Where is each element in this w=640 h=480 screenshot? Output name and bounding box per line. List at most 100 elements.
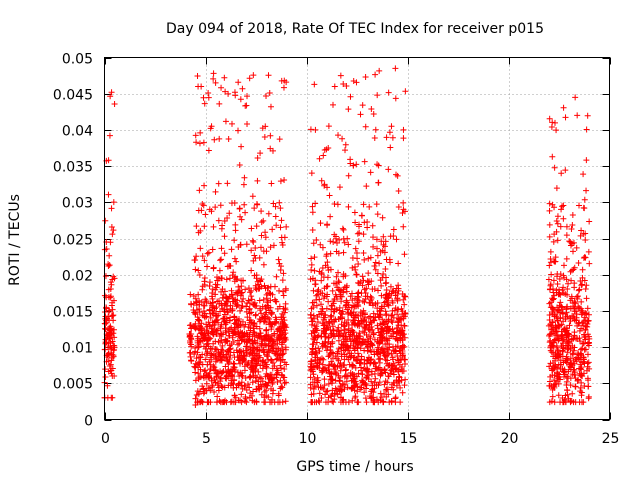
data-point [551, 399, 558, 406]
data-point [219, 286, 226, 293]
data-point [325, 298, 332, 305]
data-point [248, 364, 255, 371]
data-point [212, 204, 219, 211]
data-point [254, 278, 261, 285]
data-point [195, 291, 202, 298]
data-point [206, 385, 213, 392]
data-point [351, 263, 358, 270]
data-point [222, 118, 229, 125]
data-point [233, 384, 240, 391]
data-point [253, 223, 260, 230]
data-point [260, 296, 267, 303]
data-point [251, 345, 258, 352]
data-point [216, 100, 223, 107]
data-point [110, 317, 117, 324]
data-point [277, 205, 284, 212]
data-point [259, 346, 266, 353]
data-point [308, 266, 315, 273]
data-point [392, 305, 399, 312]
data-point [262, 234, 269, 241]
data-point [585, 393, 592, 400]
data-point [308, 261, 315, 268]
data-point [109, 276, 116, 283]
data-point [213, 284, 220, 291]
data-point [359, 212, 366, 219]
data-point [212, 291, 219, 298]
data-point [388, 123, 395, 130]
data-point [550, 238, 557, 245]
data-point [261, 359, 268, 366]
data-point [224, 348, 231, 355]
data-point [272, 314, 279, 321]
data-point [102, 326, 109, 333]
data-point [313, 302, 320, 309]
data-point [224, 309, 231, 316]
data-point [387, 283, 394, 290]
data-point [392, 95, 399, 102]
data-point [272, 203, 279, 210]
data-point [280, 84, 287, 91]
data-point [343, 366, 350, 373]
data-point [220, 315, 227, 322]
data-point [356, 229, 363, 236]
data-point [263, 333, 270, 340]
data-point [102, 373, 109, 380]
data-point [353, 250, 360, 257]
data-point [230, 349, 237, 356]
data-point [274, 378, 281, 385]
data-point [201, 302, 208, 309]
data-point [195, 83, 202, 90]
data-point [395, 203, 402, 210]
data-point [385, 373, 392, 380]
data-point [214, 281, 221, 288]
data-point [195, 317, 202, 324]
data-point [223, 329, 230, 336]
data-point [227, 305, 234, 312]
data-point [236, 162, 243, 169]
data-point [264, 285, 271, 292]
data-point [192, 369, 199, 376]
data-point [209, 295, 216, 302]
data-point [236, 205, 243, 212]
data-point [258, 219, 265, 226]
data-point [573, 244, 580, 251]
data-point [250, 72, 257, 79]
data-point [255, 385, 262, 392]
data-point [104, 354, 111, 361]
data-point [402, 376, 409, 383]
data-point [274, 355, 281, 362]
data-point [308, 399, 315, 406]
data-point [281, 338, 288, 345]
data-point [399, 308, 406, 315]
data-point [327, 213, 334, 220]
data-point [340, 249, 347, 256]
data-point [206, 206, 213, 213]
data-point [277, 385, 284, 392]
data-point [272, 348, 279, 355]
data-point [244, 314, 251, 321]
data-point [273, 318, 280, 325]
data-point [546, 286, 553, 293]
data-point [574, 112, 581, 119]
data-point [216, 135, 223, 142]
data-point [191, 363, 198, 370]
data-point [278, 341, 285, 348]
data-point [579, 266, 586, 273]
data-point [374, 161, 381, 168]
data-point [270, 359, 276, 366]
data-point [281, 359, 288, 366]
data-point [252, 372, 259, 379]
data-point [248, 267, 255, 274]
data-point [196, 309, 203, 316]
data-point [237, 241, 244, 248]
data-point [562, 167, 569, 174]
data-point [349, 397, 356, 404]
data-point [215, 319, 222, 326]
data-point [240, 295, 247, 302]
data-point [247, 324, 254, 331]
data-point [253, 323, 260, 330]
data-point [327, 250, 334, 257]
data-point [196, 306, 203, 313]
data-point [323, 283, 330, 290]
data-point [581, 196, 588, 203]
